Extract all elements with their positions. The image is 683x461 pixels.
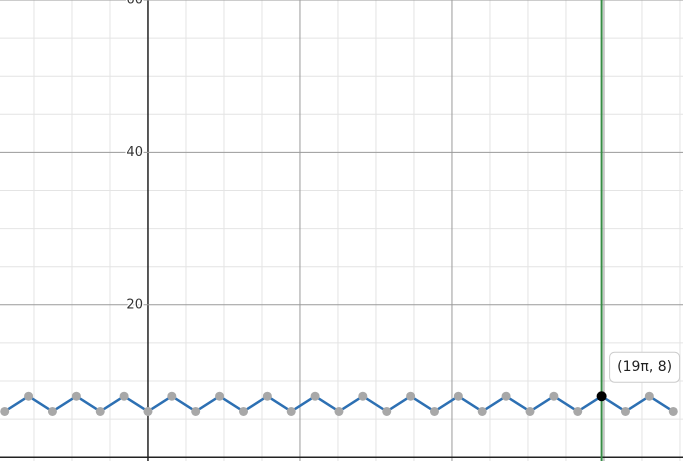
point bbox=[119, 391, 129, 401]
point bbox=[620, 406, 630, 416]
y-tick-label: 20 bbox=[126, 297, 143, 312]
point bbox=[382, 406, 392, 416]
point bbox=[71, 391, 81, 401]
point-label: (19π, 8) bbox=[617, 359, 672, 375]
point bbox=[215, 391, 225, 401]
point bbox=[0, 406, 10, 416]
point bbox=[167, 391, 177, 401]
point bbox=[573, 406, 583, 416]
y-tick-label: 60 bbox=[126, 0, 143, 8]
point bbox=[358, 391, 368, 401]
point bbox=[47, 406, 57, 416]
point bbox=[310, 391, 320, 401]
point bbox=[262, 391, 272, 401]
highlight-point bbox=[596, 391, 607, 402]
label-box bbox=[609, 351, 681, 383]
point bbox=[644, 391, 654, 401]
point bbox=[406, 391, 416, 401]
point bbox=[286, 406, 296, 416]
point bbox=[477, 406, 487, 416]
point bbox=[191, 406, 201, 416]
point bbox=[429, 406, 439, 416]
point bbox=[238, 406, 248, 416]
point bbox=[668, 406, 678, 416]
point bbox=[95, 406, 105, 416]
point bbox=[501, 391, 511, 401]
point bbox=[453, 391, 463, 401]
point bbox=[334, 406, 344, 416]
point bbox=[525, 406, 535, 416]
point bbox=[143, 406, 153, 416]
point bbox=[549, 391, 559, 401]
y-tick-label: 40 bbox=[126, 145, 143, 160]
point bbox=[24, 391, 34, 401]
